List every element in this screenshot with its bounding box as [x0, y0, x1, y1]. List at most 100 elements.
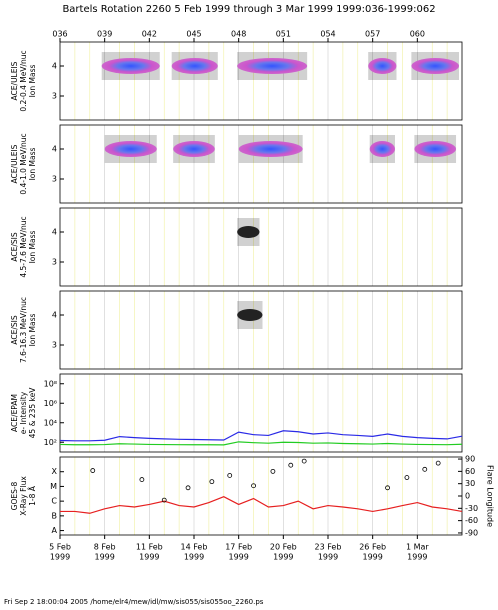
y-tick-label: M — [50, 482, 57, 491]
y-axis-label: 7.6-16.3 MeV/nuc — [19, 297, 28, 363]
panel-frame — [59, 290, 463, 370]
y-axis-label: X-Ray Flux — [19, 476, 28, 516]
y-axis-label: GOES-8 — [10, 481, 19, 510]
he-blob — [237, 226, 260, 238]
flare-point — [90, 468, 96, 473]
y-axis-label: ACE/SIS — [10, 232, 19, 261]
x-tick-year: 1999 — [184, 553, 204, 562]
y-tick-label: 3 — [52, 175, 57, 184]
chart-title: Bartels Rotation 2260 5 Feb 1999 through… — [62, 4, 435, 15]
y-axis-label: 0.4-1.0 MeV/nuc — [19, 133, 28, 194]
flare-point — [404, 475, 410, 480]
y2-tick-label: -90 — [465, 528, 478, 537]
flare-point — [227, 473, 233, 478]
flare-point — [251, 483, 256, 489]
x-tick-label: 17 Feb — [225, 543, 252, 552]
x-tick-year: 1999 — [407, 553, 427, 562]
he-blob — [173, 141, 215, 157]
y-tick-label: 3 — [52, 92, 57, 101]
y-tick-label: 10² — [44, 438, 57, 447]
flare-point — [139, 477, 145, 482]
flare-point — [288, 462, 294, 468]
he-blob — [369, 141, 395, 157]
y-axis-label: ACE/EPAM — [10, 394, 19, 432]
y-tick-label: 4 — [52, 311, 57, 320]
x-tick-year: 1999 — [94, 553, 114, 562]
y-axis-label: 4.5-7.6 MeV/nuc — [19, 216, 28, 277]
panel-frame — [59, 124, 463, 204]
y-tick-label: 4 — [52, 145, 57, 154]
series-line — [59, 430, 463, 442]
x-tick-label: 23 Feb — [315, 543, 342, 552]
x-tick-year: 1999 — [362, 553, 382, 562]
y-tick-label: C — [51, 497, 57, 506]
y2-tick-label: 0 — [465, 492, 470, 501]
flare-point — [270, 468, 276, 474]
y2-tick-label: 90 — [465, 455, 475, 464]
x-tick-year: 1999 — [318, 553, 338, 562]
y-axis-label: ACE/ULEIS — [10, 144, 19, 183]
flare-point — [435, 460, 441, 466]
x-tick-label: 20 Feb — [270, 543, 297, 552]
he-blob — [368, 58, 397, 74]
flare-point — [161, 497, 167, 503]
x-tick-label: 1 Mar — [406, 543, 429, 552]
x-tick-label: 14 Feb — [181, 543, 208, 552]
he-blob — [104, 141, 157, 157]
y-axis-label: 45 & 235 keV — [28, 387, 37, 439]
y-axis-label: 0.2-0.4 MeV/nuc — [19, 50, 28, 111]
x-tick-label: 057 — [365, 30, 380, 39]
y-tick-label: A — [52, 526, 58, 535]
x-tick-label: 8 Feb — [94, 543, 116, 552]
he-blob — [171, 58, 218, 74]
x-tick-label: 060 — [410, 30, 425, 39]
x-tick-label: 042 — [142, 30, 157, 39]
y2-tick-label: 60 — [465, 467, 475, 476]
y-tick-label: 10⁴ — [44, 418, 57, 427]
x-tick-label: 039 — [97, 30, 112, 39]
y-tick-label: 4 — [52, 62, 57, 71]
y-axis-label: 1-8 Å — [28, 485, 37, 506]
series-line — [60, 496, 463, 514]
x-tick-year: 1999 — [273, 553, 293, 562]
he-blob — [101, 58, 160, 74]
panel-frame — [59, 207, 463, 287]
series-line — [59, 441, 463, 446]
y-axis-label: Ion Mass — [28, 231, 37, 264]
y-axis-label: Ion Mass — [28, 65, 37, 98]
y2-axis-label: Flare Longitude — [486, 465, 495, 527]
he-blob — [237, 309, 263, 321]
y-axis-label: ACE/SIS — [10, 315, 19, 344]
panel-frame — [59, 41, 463, 121]
y-tick-label: 10⁶ — [44, 399, 57, 408]
y-tick-label: X — [52, 467, 58, 476]
x-tick-label: 11 Feb — [136, 543, 163, 552]
x-tick-year: 1999 — [228, 553, 248, 562]
y2-tick-label: -60 — [465, 516, 478, 525]
y-axis-label: ACE/ULEIS — [10, 61, 19, 100]
flare-point — [385, 485, 390, 491]
x-tick-label: 5 Feb — [49, 543, 71, 552]
flare-point — [301, 458, 307, 464]
x-tick-label: 048 — [231, 30, 246, 39]
y2-tick-label: -30 — [465, 504, 478, 513]
y-tick-label: B — [52, 511, 58, 520]
x-tick-year: 1999 — [139, 553, 159, 562]
x-tick-label: 036 — [52, 30, 67, 39]
x-tick-label: 26 Feb — [359, 543, 386, 552]
he-blob — [414, 141, 457, 157]
y-axis-label: Ion Mass — [28, 314, 37, 347]
y-axis-label: Ion Mass — [28, 148, 37, 181]
footer: Fri Sep 2 18:00:04 2005 /home/elr4/mew/i… — [4, 598, 264, 606]
y-tick-label: 10⁸ — [44, 379, 57, 388]
x-tick-label: 054 — [320, 30, 335, 39]
x-tick-label: 045 — [186, 30, 201, 39]
flare-point — [422, 466, 428, 472]
he-blob — [411, 58, 460, 74]
flare-point — [209, 479, 215, 485]
y-tick-label: 3 — [52, 258, 57, 267]
y-axis-label: e- Intensity — [19, 391, 28, 434]
y2-tick-label: 30 — [465, 479, 475, 488]
x-tick-year: 1999 — [50, 553, 70, 562]
